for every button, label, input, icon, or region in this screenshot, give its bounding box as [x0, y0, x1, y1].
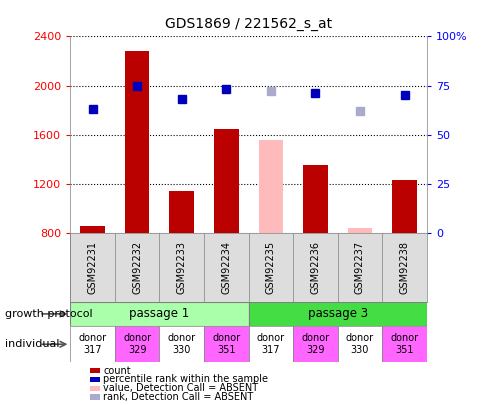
Bar — [115, 326, 159, 362]
Bar — [392, 180, 416, 233]
Bar — [292, 326, 337, 362]
Text: individual: individual — [5, 339, 59, 349]
Bar — [337, 326, 381, 362]
Text: donor
329: donor 329 — [301, 333, 329, 355]
Text: GSM92233: GSM92233 — [176, 241, 186, 294]
Text: GSM92236: GSM92236 — [310, 241, 320, 294]
Text: donor
330: donor 330 — [167, 333, 196, 355]
Text: donor
329: donor 329 — [123, 333, 151, 355]
Bar — [213, 128, 238, 233]
Text: GSM92234: GSM92234 — [221, 241, 231, 294]
Bar — [248, 326, 292, 362]
Text: GSM92232: GSM92232 — [132, 241, 142, 294]
Bar — [347, 228, 371, 233]
Text: passage 1: passage 1 — [129, 307, 189, 320]
Bar — [70, 302, 248, 326]
Bar — [80, 226, 105, 233]
Text: growth protocol: growth protocol — [5, 309, 92, 319]
Bar — [70, 326, 115, 362]
Text: donor
330: donor 330 — [345, 333, 373, 355]
Text: GSM92231: GSM92231 — [88, 241, 97, 294]
Bar — [204, 326, 248, 362]
Text: passage 3: passage 3 — [307, 307, 367, 320]
Text: GSM92238: GSM92238 — [399, 241, 408, 294]
Text: GSM92235: GSM92235 — [265, 241, 275, 294]
Text: donor
317: donor 317 — [256, 333, 284, 355]
Text: donor
351: donor 351 — [212, 333, 240, 355]
Bar — [381, 326, 426, 362]
Bar — [248, 302, 426, 326]
Text: donor
317: donor 317 — [78, 333, 106, 355]
Bar — [169, 191, 194, 233]
Bar — [159, 326, 204, 362]
Bar — [258, 140, 283, 233]
Title: GDS1869 / 221562_s_at: GDS1869 / 221562_s_at — [165, 17, 332, 31]
Text: rank, Detection Call = ABSENT: rank, Detection Call = ABSENT — [103, 392, 253, 402]
Text: count: count — [103, 366, 131, 375]
Text: value, Detection Call = ABSENT: value, Detection Call = ABSENT — [103, 384, 258, 393]
Text: GSM92237: GSM92237 — [354, 241, 364, 294]
Text: percentile rank within the sample: percentile rank within the sample — [103, 375, 268, 384]
Text: donor
351: donor 351 — [390, 333, 418, 355]
Bar — [302, 165, 327, 233]
Bar — [125, 51, 149, 233]
